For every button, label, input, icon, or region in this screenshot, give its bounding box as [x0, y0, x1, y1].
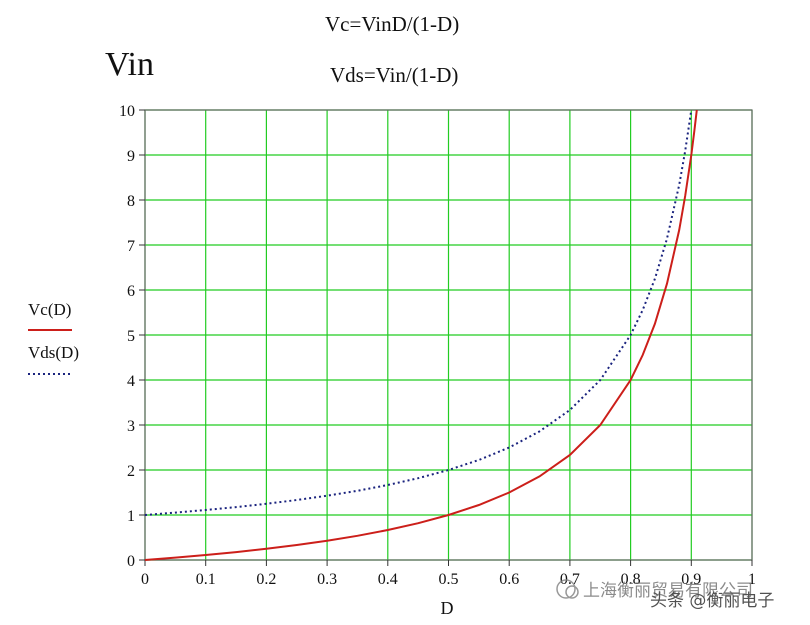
watermark-handle: 头条 @衡丽电子 — [650, 591, 774, 611]
y-tick-label: 5 — [127, 328, 135, 345]
y-tick-label: 8 — [127, 193, 135, 210]
y-tick-label: 10 — [119, 103, 135, 120]
x-tick-label: 0.6 — [499, 571, 519, 588]
axes — [139, 109, 753, 566]
x-tick-label: 0.8 — [621, 571, 641, 588]
x-tick-label: 0.1 — [196, 571, 216, 588]
y-tick-label: 7 — [127, 238, 135, 255]
x-tick-label: 1 — [748, 571, 756, 588]
y-tick-label: 1 — [127, 508, 135, 525]
y-tick-labels: 0 1 2 3 4 5 6 7 8 9 10 — [119, 103, 135, 570]
y-tick-label: 2 — [127, 463, 135, 480]
wechat-icon-small — [565, 585, 579, 599]
x-tick-label: 0.2 — [256, 571, 276, 588]
legend-label-vds: Vds(D) — [28, 343, 79, 362]
watermark: 上海衡丽贸易有限公司 头条 @衡丽电子 — [556, 579, 774, 611]
x-tick-label: 0.3 — [317, 571, 337, 588]
x-tick-label: 0 — [141, 571, 149, 588]
formula-vc: Vc=VinD/(1-D) — [325, 12, 459, 36]
legend-label-vc: Vc(D) — [28, 300, 71, 319]
y-tick-label: 6 — [127, 283, 135, 300]
series-lines — [144, 109, 698, 561]
formula-vds: Vds=Vin/(1-D) — [330, 63, 458, 87]
x-tick-label: 0.9 — [681, 571, 701, 588]
grid — [144, 109, 753, 561]
wechat-icon — [556, 579, 576, 599]
y-tick-label: 3 — [127, 418, 135, 435]
legend: Vc(D) Vds(D) — [28, 300, 79, 375]
x-tick-label: 0.7 — [560, 571, 580, 588]
y-tick-label: 0 — [127, 553, 135, 570]
series-vds-line — [144, 109, 693, 516]
x-axis-title: D — [441, 598, 454, 618]
vin-label: Vin — [105, 46, 154, 83]
x-tick-labels: 0 0.1 0.2 0.3 0.4 0.5 0.6 0.7 0.8 0.9 1 — [141, 571, 756, 588]
y-tick-label: 9 — [127, 148, 135, 165]
x-tick-label: 0.4 — [378, 571, 398, 588]
x-tick-label: 0.5 — [439, 571, 459, 588]
series-vc-line — [144, 109, 698, 561]
y-tick-label: 4 — [127, 373, 135, 390]
watermark-company: 上海衡丽贸易有限公司 — [583, 581, 753, 601]
